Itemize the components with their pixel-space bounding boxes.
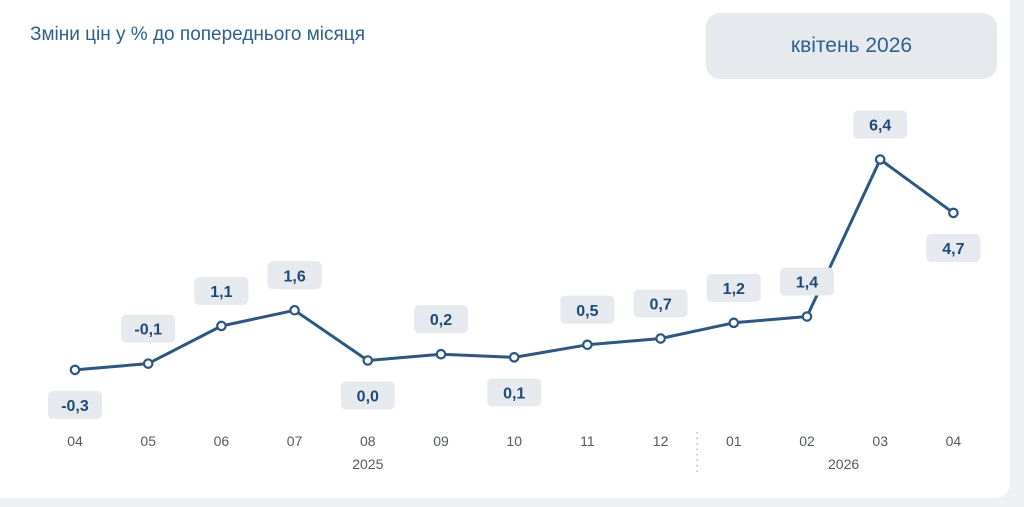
year-label: 2025: [352, 456, 383, 472]
data-label: -0,3: [61, 398, 89, 415]
chart-title: Зміни цін у % до попереднього місяця: [30, 24, 365, 45]
x-tick-label: 05: [140, 433, 156, 449]
data-point: [582, 339, 593, 351]
data-point: [142, 358, 154, 369]
data-point: [801, 311, 813, 322]
data-label: 0,1: [503, 385, 525, 402]
data-label-bg: [194, 276, 249, 305]
data-point: [216, 320, 227, 332]
x-tick-label: 09: [433, 433, 449, 449]
data-label-bg: [267, 261, 322, 290]
data-label: 0,7: [649, 297, 671, 314]
data-label: 6,4: [869, 118, 891, 135]
data-label-bg: [48, 390, 102, 419]
x-tick-label: 10: [506, 433, 522, 449]
data-label-bg: [633, 289, 688, 318]
data-point: [69, 364, 81, 376]
series-line: [74, 158, 955, 372]
x-tick-label: 08: [360, 433, 376, 449]
x-tick-label: 03: [872, 433, 888, 449]
data-label-bg: [340, 381, 395, 410]
data-label-bg: [926, 233, 981, 262]
x-tick-label: 04: [946, 433, 962, 449]
x-tick-label: 04: [67, 433, 83, 449]
x-tick-label: 11: [580, 433, 595, 449]
x-tick-label: 01: [726, 433, 742, 449]
data-point: [655, 333, 666, 344]
data-point: [874, 154, 886, 165]
data-label-bg: [414, 305, 468, 334]
period-selector[interactable]: квітень 2026: [706, 13, 997, 79]
x-tick-label: 12: [653, 433, 669, 449]
data-label: 1,2: [723, 281, 745, 298]
data-label: 1,6: [283, 268, 305, 285]
data-label: 1,1: [210, 284, 232, 301]
x-tick-label: 02: [799, 433, 815, 449]
data-label-bg: [706, 273, 761, 302]
data-point: [508, 352, 520, 363]
data-point: [289, 304, 300, 316]
data-point: [362, 355, 374, 366]
data-point: [728, 317, 740, 329]
data-label-bg: [121, 314, 176, 343]
data-point: [435, 348, 447, 360]
data-label: -0,1: [134, 322, 162, 339]
data-point: [948, 207, 959, 219]
data-label-bg: [853, 110, 908, 139]
x-tick-label: 06: [214, 433, 230, 449]
data-label: 0,5: [576, 303, 598, 320]
year-label: 2026: [828, 456, 859, 472]
data-label: 1,4: [796, 275, 818, 292]
data-label-bg: [780, 267, 834, 296]
line-chart: -0,3 04 -0,1 05 1,1 06 1,6 07 0,0 08 0,2 09 0,1 10 0,5…: [48, 110, 981, 474]
chart-card: Зміни цін у % до попереднього місяця кві…: [0, 0, 1010, 498]
data-label-bg: [560, 295, 615, 324]
data-label-bg: [487, 378, 542, 407]
data-label: 4,7: [942, 241, 964, 258]
data-label: 0,2: [430, 312, 452, 329]
data-label: 0,0: [357, 389, 379, 406]
x-tick-label: 07: [287, 433, 303, 449]
